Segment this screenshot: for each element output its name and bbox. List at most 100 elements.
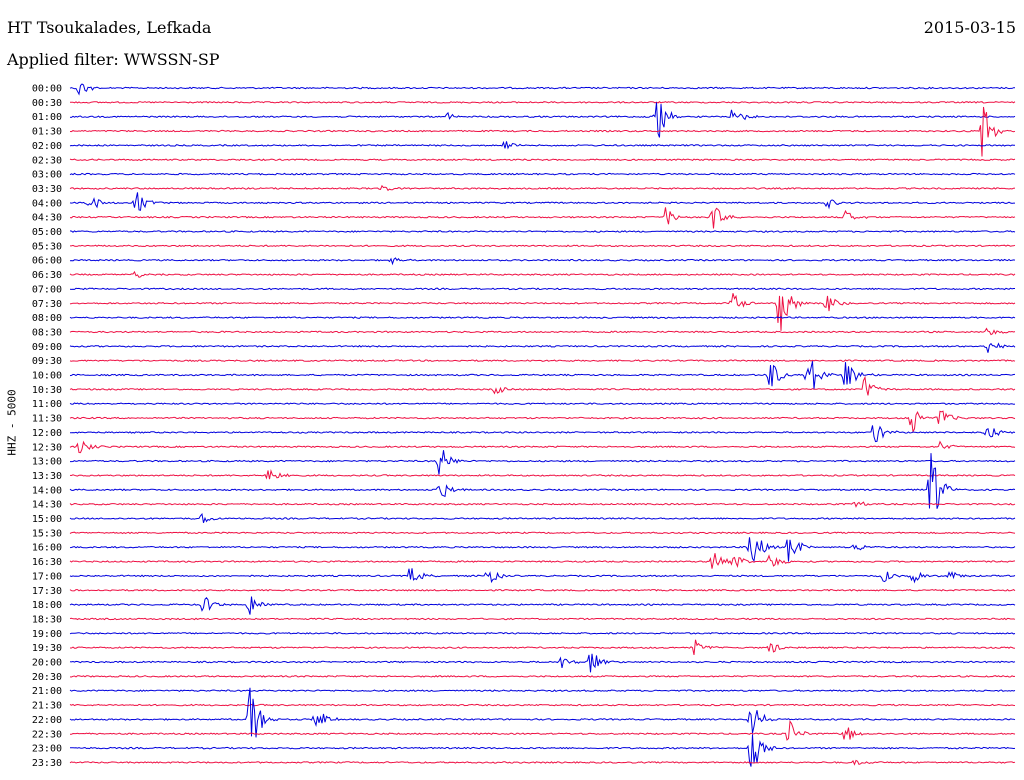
row-time-label: 14:00: [32, 485, 62, 496]
row-time-label: 18:30: [32, 614, 62, 625]
trace-line-2330: [69, 759, 1016, 766]
row-time-label: 04:00: [32, 198, 62, 209]
trace-line-0600: [69, 257, 1016, 266]
row-time-label: 19:30: [32, 643, 62, 654]
trace-line-2200: [69, 687, 1016, 738]
row-time-label: 01:00: [32, 112, 62, 123]
trace-line-1400: [69, 453, 1016, 509]
trace-line-1230: [69, 440, 1016, 454]
trace-line-0000: [69, 83, 1016, 96]
date-label: 2015-03-15: [923, 18, 1016, 37]
row-time-label: 22:30: [32, 729, 62, 740]
trace-line-2230: [69, 720, 1016, 741]
trace-line-1630: [69, 553, 1016, 569]
row-time-label: 18:00: [32, 600, 62, 611]
station-title: HT Tsoukalades, Lefkada: [7, 18, 212, 37]
trace-line-1130: [69, 410, 1016, 434]
trace-line-0800: [69, 316, 1016, 319]
trace-line-1800: [69, 596, 1016, 615]
row-time-label: 20:00: [32, 658, 62, 669]
trace-line-0400: [69, 192, 1015, 211]
trace-line-0200: [69, 140, 1016, 150]
row-time-label: 08:00: [32, 313, 62, 324]
trace-line-1430: [69, 501, 1016, 508]
row-time-label: 23:00: [32, 744, 62, 755]
row-time-label: 02:00: [32, 141, 62, 152]
row-time-label: 17:30: [32, 586, 62, 597]
row-time-label: 19:00: [32, 629, 62, 640]
trace-line-0730: [69, 293, 1016, 331]
row-time-label: 10:00: [32, 371, 62, 382]
trace-line-1200: [69, 425, 1016, 443]
row-time-label: 17:00: [32, 571, 62, 582]
row-time-label: 06:30: [32, 270, 62, 281]
row-time-label: 07:00: [32, 284, 62, 295]
row-time-label: 13:30: [32, 471, 62, 482]
row-time-label: 13:00: [32, 457, 62, 468]
trace-line-0500: [69, 230, 1016, 233]
row-time-label: 16:00: [32, 543, 62, 554]
trace-line-0900: [69, 342, 1016, 353]
row-time-label: 11:30: [32, 414, 62, 425]
trace-line-0630: [69, 270, 1016, 278]
row-time-label: 01:30: [32, 127, 62, 138]
trace-line-1530: [69, 531, 1016, 535]
row-time-label: 11:00: [32, 399, 62, 410]
trace-line-1500: [69, 512, 1016, 523]
trace-line-0100: [69, 102, 1016, 138]
row-time-label: 09:00: [32, 342, 62, 353]
trace-line-2030: [69, 675, 1016, 678]
trace-line-0530: [70, 244, 1016, 248]
row-time-label: 05:30: [32, 241, 62, 252]
trace-line-0330: [69, 184, 1016, 192]
row-time-label: 00:30: [32, 98, 62, 109]
trace-line-1830: [69, 617, 1016, 621]
traces-group: [69, 83, 1016, 767]
trace-line-0030: [70, 101, 1016, 104]
trace-line-0430: [69, 207, 1016, 229]
row-time-label: 23:30: [32, 758, 62, 769]
trace-line-1100: [69, 402, 1016, 406]
row-time-label: 10:30: [32, 385, 62, 396]
trace-line-2100: [69, 689, 1016, 693]
trace-line-2130: [69, 703, 1016, 707]
trace-line-2000: [69, 653, 1016, 673]
trace-line-1730: [69, 588, 1016, 592]
trace-line-1930: [70, 639, 1016, 656]
trace-line-1700: [69, 568, 1016, 584]
row-time-label: 03:30: [32, 184, 62, 195]
row-time-label: 12:00: [32, 428, 62, 439]
trace-line-0230: [69, 158, 1016, 162]
trace-line-0930: [69, 359, 1016, 362]
row-time-label: 04:30: [32, 213, 62, 224]
trace-line-1300: [70, 450, 1016, 475]
row-time-label: 05:00: [32, 227, 62, 238]
trace-line-1330: [69, 469, 1016, 480]
row-time-label: 22:00: [32, 715, 62, 726]
trace-line-0830: [69, 327, 1016, 336]
row-time-label: 21:30: [32, 701, 62, 712]
trace-line-1030: [69, 375, 1016, 396]
row-time-label: 06:00: [32, 256, 62, 267]
row-time-label: 12:30: [32, 442, 62, 453]
row-time-label: 15:00: [32, 514, 62, 525]
trace-line-0700: [69, 287, 1015, 291]
trace-line-0300: [69, 172, 1016, 176]
row-time-label: 02:30: [32, 155, 62, 166]
trace-line-0130: [69, 106, 1016, 157]
tick-labels-group: 00:00 00:30 01:00 01:30 02:00 02:30 03:00 03:30…: [32, 84, 62, 769]
trace-line-2300: [69, 734, 1016, 767]
trace-line-1900: [69, 631, 1016, 635]
filter-label: Applied filter: WWSSN-SP: [7, 50, 220, 69]
row-time-label: 00:00: [32, 84, 62, 95]
trace-line-1600: [69, 537, 1016, 563]
row-time-label: 03:00: [32, 170, 62, 181]
row-time-label: 07:30: [32, 299, 62, 310]
trace-line-1000: [69, 361, 1016, 390]
row-time-label: 14:30: [32, 500, 62, 511]
row-time-label: 21:00: [32, 686, 62, 697]
row-time-label: 15:30: [32, 528, 62, 539]
row-time-label: 08:30: [32, 327, 62, 338]
row-time-label: 20:30: [32, 672, 62, 683]
